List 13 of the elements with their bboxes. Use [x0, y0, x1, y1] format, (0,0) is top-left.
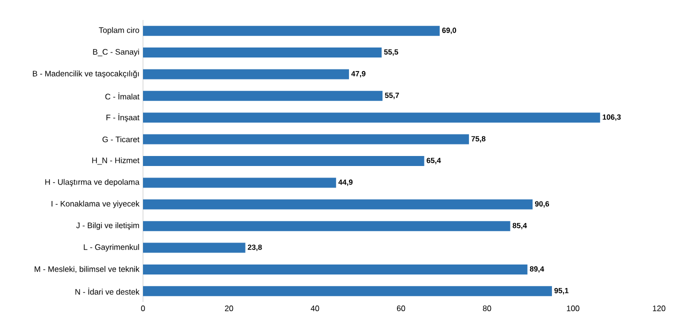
bar — [143, 242, 246, 253]
bar — [143, 156, 424, 166]
bar — [143, 26, 440, 36]
bar — [143, 112, 600, 123]
bar — [143, 221, 510, 232]
bar — [143, 69, 349, 80]
bar — [143, 264, 528, 274]
bar — [143, 48, 382, 58]
bar — [143, 134, 469, 144]
bar — [143, 90, 383, 101]
bar — [143, 286, 552, 296]
bar — [143, 199, 533, 210]
bar — [143, 178, 336, 188]
